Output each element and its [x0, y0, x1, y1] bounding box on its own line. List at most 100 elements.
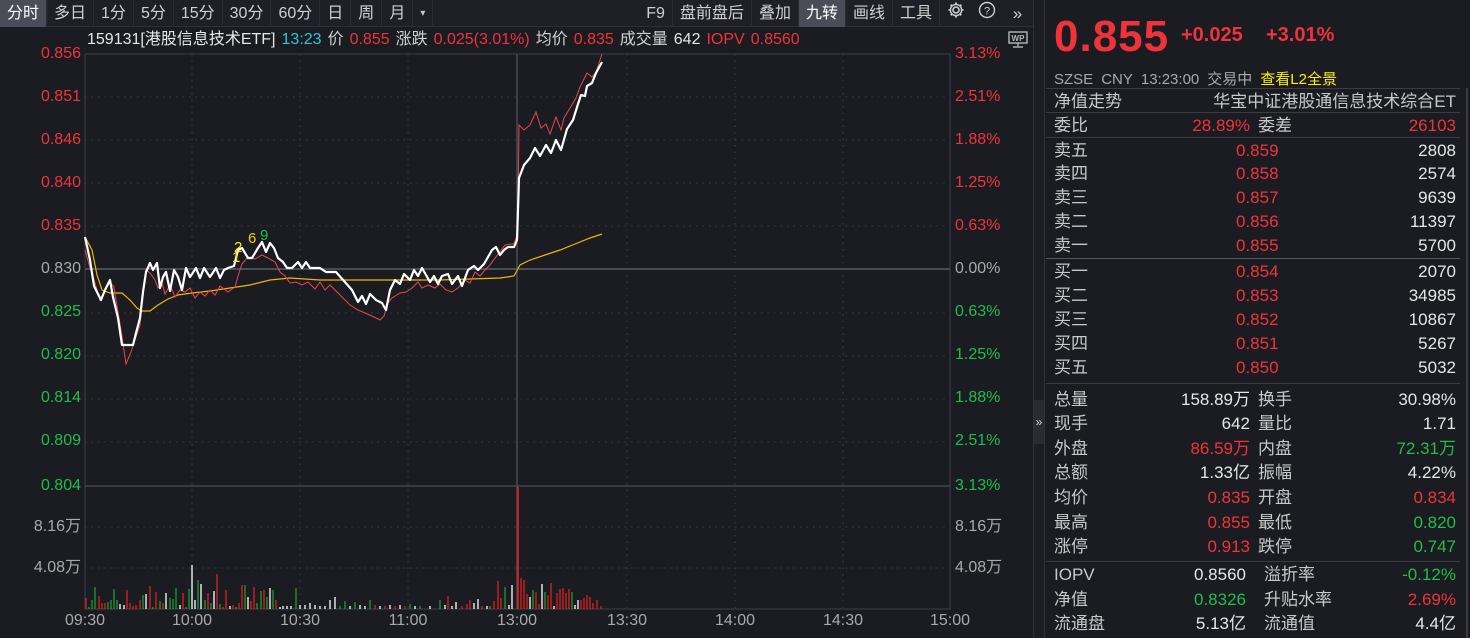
stat-label: 涨停: [1054, 537, 1088, 556]
f9-button[interactable]: F9: [639, 0, 673, 27]
separator: [1046, 258, 1460, 259]
avg-value: 0.835: [573, 31, 614, 48]
y-left-tick: 0.846: [40, 131, 81, 148]
tab-5min[interactable]: 5分: [134, 0, 174, 27]
stat-label: 流通盘: [1054, 614, 1105, 633]
volume-tick: 4.08万: [33, 559, 81, 576]
nav-trend-row[interactable]: 净值走势 华宝中证港股通信息技术综合ET: [1046, 88, 1460, 113]
nav-trend-label[interactable]: 净值走势: [1054, 92, 1122, 111]
iopv-line: [84, 53, 603, 366]
l2-panorama-link[interactable]: 查看L2全景: [1260, 71, 1337, 88]
stat-label: 总额: [1054, 463, 1088, 482]
tab-monthly[interactable]: 月: [382, 0, 414, 27]
change-label: 涨跌: [395, 31, 428, 48]
stat-value: 1.33亿: [1199, 463, 1250, 482]
stat-value: 72.31万: [1396, 439, 1456, 458]
stat-label: 开盘: [1258, 488, 1292, 507]
help-icon[interactable]: ?: [971, 0, 1002, 27]
order-ratio-value: 28.89%: [1192, 116, 1250, 135]
tab-15min[interactable]: 15分: [174, 0, 223, 27]
ask-label: 卖五: [1054, 141, 1088, 160]
intraday-chart[interactable]: 1 2 6 9: [0, 27, 1033, 638]
stat-value: 4.4亿: [1415, 614, 1456, 633]
stat-label: 总量: [1054, 390, 1088, 409]
stat-value: 0.8560: [1194, 565, 1246, 584]
draw-line-button[interactable]: 画线: [846, 0, 893, 27]
stat-row: 总额 1.33亿 振幅 4.22%: [1046, 461, 1460, 485]
ask-row[interactable]: 卖三 0.857 9639: [1046, 186, 1460, 210]
etf-stat-row: 净值 0.8326 升贴水率 2.69%: [1046, 588, 1460, 612]
tab-intraday[interactable]: 分时: [0, 0, 48, 27]
stat-label: 换手: [1258, 390, 1292, 409]
stat-value: 4.22%: [1407, 463, 1456, 482]
more-periods-dropdown-icon[interactable]: ▾: [413, 0, 434, 27]
stat-value: 2.69%: [1407, 590, 1456, 609]
bid-row[interactable]: 买一 0.854 2070: [1046, 260, 1460, 284]
avg-price-line: [84, 233, 603, 312]
price-label: 价: [327, 31, 344, 48]
x-tick: 14:30: [822, 612, 864, 629]
period-tabs: 分时 多日 1分 5分 15分 30分 60分 日 周 月 ▾: [0, 0, 434, 27]
expand-icon[interactable]: »: [1012, 4, 1023, 23]
separator: [1046, 383, 1460, 384]
order-ratio-label: 委比: [1054, 116, 1088, 135]
ask-price: 0.856: [1236, 212, 1279, 231]
tools-button[interactable]: 工具: [893, 0, 940, 27]
y-right-tick: 3.13%: [955, 477, 1001, 494]
grid-lines: [85, 54, 950, 609]
bid-volume: 34985: [1408, 286, 1456, 305]
bid-price: 0.852: [1236, 310, 1279, 329]
chart-canvas[interactable]: 1 2 6 9: [0, 27, 1033, 638]
y-right-tick: 2.51%: [955, 432, 1001, 449]
iopv-value: 0.8560: [750, 31, 800, 48]
bid-row[interactable]: 买三 0.852 10867: [1046, 308, 1460, 332]
tab-60min[interactable]: 60分: [271, 0, 321, 27]
overlay-button[interactable]: 叠加: [752, 0, 799, 27]
exchange: SZSE: [1054, 71, 1094, 88]
x-tick: 13:30: [606, 612, 648, 629]
separator: [1046, 137, 1460, 138]
bid-price: 0.851: [1236, 334, 1279, 353]
stat-value: 0.835: [1207, 488, 1250, 507]
tab-weekly[interactable]: 周: [351, 0, 383, 27]
tab-30min[interactable]: 30分: [223, 0, 272, 27]
bid-row[interactable]: 买二 0.853 34985: [1046, 284, 1460, 308]
x-tick: 15:00: [929, 612, 971, 629]
bid-price: 0.850: [1236, 358, 1279, 377]
tab-1min[interactable]: 1分: [94, 0, 134, 27]
ask-row[interactable]: 卖一 0.855 5700: [1046, 234, 1460, 258]
x-tick: 13:00: [496, 612, 538, 629]
gear-icon[interactable]: [940, 0, 971, 27]
pre-post-market-button[interactable]: 盘前盘后: [673, 0, 752, 27]
y-right-tick: 1.88%: [955, 389, 1001, 406]
tab-multi-day[interactable]: 多日: [47, 0, 95, 27]
avg-label: 均价: [535, 31, 568, 48]
ask-row[interactable]: 卖二 0.856 11397: [1046, 210, 1460, 234]
bid-row[interactable]: 买五 0.850 5032: [1046, 356, 1460, 380]
stat-label: 均价: [1054, 488, 1088, 507]
ask-volume: 2574: [1418, 164, 1456, 183]
ask-volume: 2808: [1418, 141, 1456, 160]
y-right-tick: 0.63%: [955, 303, 1001, 320]
stat-value: -0.12%: [1402, 565, 1456, 584]
bid-volume: 2070: [1418, 262, 1456, 281]
ask-row[interactable]: 卖五 0.859 2808: [1046, 139, 1460, 163]
price-change-pct: +3.01%: [1266, 24, 1335, 46]
bid-row[interactable]: 买四 0.851 5267: [1046, 332, 1460, 356]
ask-label: 卖一: [1054, 236, 1088, 255]
order-diff-value: 26103: [1408, 116, 1456, 135]
svg-text:?: ?: [983, 6, 989, 18]
stat-label: 溢折率: [1264, 565, 1315, 584]
bid-label: 买二: [1054, 286, 1088, 305]
tab-daily[interactable]: 日: [320, 0, 352, 27]
panel-scrollbar[interactable]: [1466, 88, 1468, 638]
wp-monitor-icon[interactable]: WP: [1008, 31, 1028, 49]
stat-value: 0.855: [1207, 513, 1250, 532]
stat-value: 86.59万: [1190, 439, 1250, 458]
stat-row: 总量 158.89万 换手 30.98%: [1046, 388, 1460, 412]
nine-turn-button[interactable]: 九转: [798, 0, 846, 27]
change-value: 0.025(3.01%): [433, 31, 530, 48]
ask-row[interactable]: 卖四 0.858 2574: [1046, 162, 1460, 186]
collapse-panel-button[interactable]: »: [1034, 400, 1044, 444]
ask-label: 卖四: [1054, 164, 1088, 183]
